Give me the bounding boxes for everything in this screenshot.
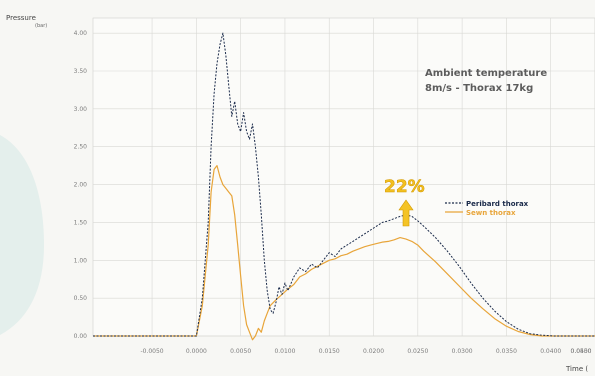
y-tick-label: 3.00 — [74, 106, 88, 113]
up-arrow-shape — [398, 199, 414, 227]
y-tick-label: 2.00 — [74, 182, 88, 189]
grid-lines — [93, 18, 595, 337]
y-tick-label: 1.00 — [74, 257, 88, 264]
series-line-sewn — [93, 165, 595, 341]
x-axis-title: Time ( — [565, 365, 588, 373]
x-tick-label: 0.0450 — [571, 348, 592, 355]
plot-area — [92, 17, 595, 337]
y-tick-label: 1.50 — [74, 219, 88, 226]
x-tick-label: 0.0350 — [496, 348, 517, 355]
y-axis-unit: (bar) — [35, 23, 47, 29]
legend-label-sewn: Sewn thorax — [466, 209, 516, 217]
x-tick-label: 0.0250 — [407, 348, 428, 355]
x-tick-label: 0.0500 — [571, 348, 592, 355]
x-tick-label: 0.0150 — [319, 348, 340, 355]
y-tick-label: 4.00 — [74, 30, 88, 37]
x-tick-label: 0.0400 — [540, 348, 561, 355]
y-tick-label: 0.00 — [74, 333, 88, 340]
x-tick-label: 0.0200 — [363, 348, 384, 355]
x-tick-label: -0.0050 — [140, 348, 163, 355]
percent-difference-label: 22% — [384, 177, 425, 197]
x-tick-label: 0.0300 — [452, 348, 473, 355]
x-tick-label: 0.0100 — [274, 348, 295, 355]
x-tick-label: 0.0000 — [186, 348, 207, 355]
annotation-line-1: Ambient temperature — [425, 68, 547, 79]
series-layer — [93, 32, 595, 341]
y-tick-label: 3.50 — [74, 68, 88, 75]
series-line-peribard — [93, 32, 595, 337]
annotation-line-2: 8m/s - Thorax 17kg — [425, 83, 533, 94]
x-tick-label: 0.0050 — [230, 348, 251, 355]
y-axis-title: Pressure — [6, 14, 36, 22]
y-tick-labels: 0.00 0.50 1.00 1.50 2.00 2.50 3.00 3.50 4.00 — [74, 30, 88, 340]
up-arrow-icon — [398, 199, 414, 227]
y-tick-label: 0.50 — [74, 295, 88, 302]
legend: Peribard thorax Sewn thorax — [445, 200, 529, 217]
decorative-teal-shape — [0, 135, 44, 335]
x-tick-labels: -0.0050 0.0000 0.0050 0.0100 0.0150 0.0200 0.0… — [140, 348, 591, 355]
legend-label-peribard: Peribard thorax — [466, 200, 529, 208]
y-tick-label: 2.50 — [74, 144, 88, 151]
